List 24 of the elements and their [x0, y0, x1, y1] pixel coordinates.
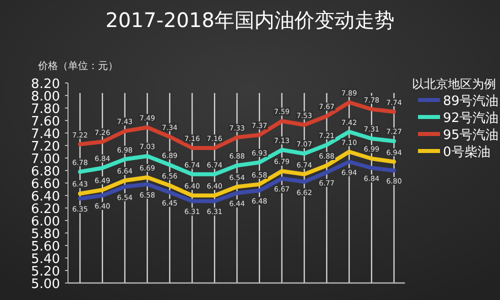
y-tick-label: 5.00 [31, 277, 60, 292]
legend-title: 以北京地区为例 [412, 77, 496, 91]
y-tick-label: 6.40 [31, 190, 60, 204]
y-tick-label: 6.20 [31, 202, 60, 217]
y-tick-label: 7.60 [31, 114, 60, 130]
y-tick-label: 5.60 [31, 240, 60, 254]
y-tick-label: 6.80 [31, 164, 60, 180]
y-tick-label: 6.60 [31, 177, 60, 192]
y-tick-label: 8.20 [31, 77, 60, 92]
legend-label: 92号汽油 [443, 111, 499, 126]
y-tick-label: 6.00 [31, 214, 60, 230]
y-tick-label: 5.20 [31, 264, 60, 280]
y-tick-label: 5.40 [31, 252, 60, 267]
y-tick-label: 7.80 [31, 102, 60, 117]
legend-label: 89号汽油 [443, 94, 499, 109]
chart-title: 2017-2018年国内油价变动走势 [105, 8, 395, 32]
y-tick-label: 7.20 [31, 140, 60, 154]
y-tick-label: 7.00 [31, 152, 60, 167]
y-axis-title: 价格（单位：元） [37, 60, 118, 72]
y-tick-label: 8.00 [31, 90, 60, 104]
y-tick-label: 5.80 [31, 227, 60, 242]
legend-label: 95号汽油 [443, 128, 499, 143]
legend-label: 0号柴油 [443, 145, 490, 160]
y-tick-label: 7.40 [31, 127, 60, 142]
